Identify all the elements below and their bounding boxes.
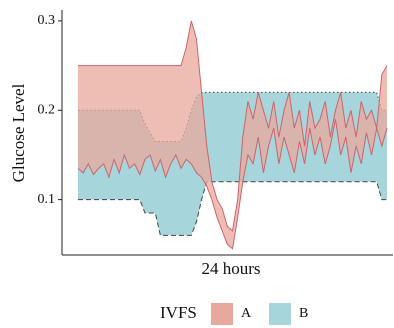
legend-title: IVFS [160, 303, 197, 322]
legend-swatch [269, 303, 291, 325]
y-tick-label: 0.3 [38, 13, 56, 28]
ribbon-upper [78, 20, 388, 232]
ribbon-lower [78, 181, 387, 236]
x-axis-label: 24 hours [201, 259, 260, 278]
legend-label: A [241, 306, 252, 321]
legend-swatch [211, 303, 233, 325]
y-tick-label: 0.2 [38, 102, 56, 117]
legend-label: B [299, 306, 308, 321]
y-tick-label: 0.1 [38, 192, 56, 207]
y-axis-label: Glucose Level [9, 83, 28, 182]
ribbon-area [78, 20, 387, 249]
ribbon-lower [77, 119, 388, 250]
